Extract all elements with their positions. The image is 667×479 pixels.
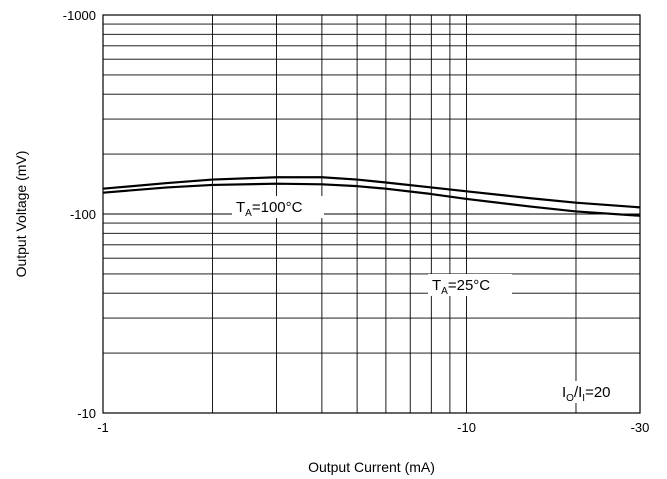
y-tick-label: -10	[77, 406, 96, 421]
label-ta-100c-bg	[232, 196, 324, 218]
series-line-ta-100c	[102, 182, 641, 217]
y-tick-label: -100	[70, 207, 96, 222]
series-group	[102, 176, 641, 217]
y-axis-title: Output Voltage (mV)	[13, 151, 29, 278]
x-tick-label: -1	[97, 420, 109, 435]
x-tick-label: -10	[457, 420, 476, 435]
label-io-ii-ratio-bg	[558, 381, 626, 403]
label-ta-100c: TA=100°C	[232, 196, 324, 219]
x-tick-label: -30	[631, 420, 650, 435]
label-ta-100c-text: TA=100°C	[236, 199, 303, 219]
label-ta-25c-text: TA=25°C	[432, 277, 490, 297]
series-line-ta-25c	[102, 176, 641, 209]
x-axis-title: Output Current (mA)	[308, 459, 435, 475]
label-io-ii-ratio: IO/II=20	[558, 381, 626, 404]
y-tick-label: -1000	[63, 8, 96, 23]
grid	[102, 14, 641, 414]
label-ta-25c: TA=25°C	[428, 274, 512, 297]
label-io-ii-ratio-text: IO/II=20	[562, 384, 611, 404]
label-ta-25c-bg	[428, 274, 512, 296]
